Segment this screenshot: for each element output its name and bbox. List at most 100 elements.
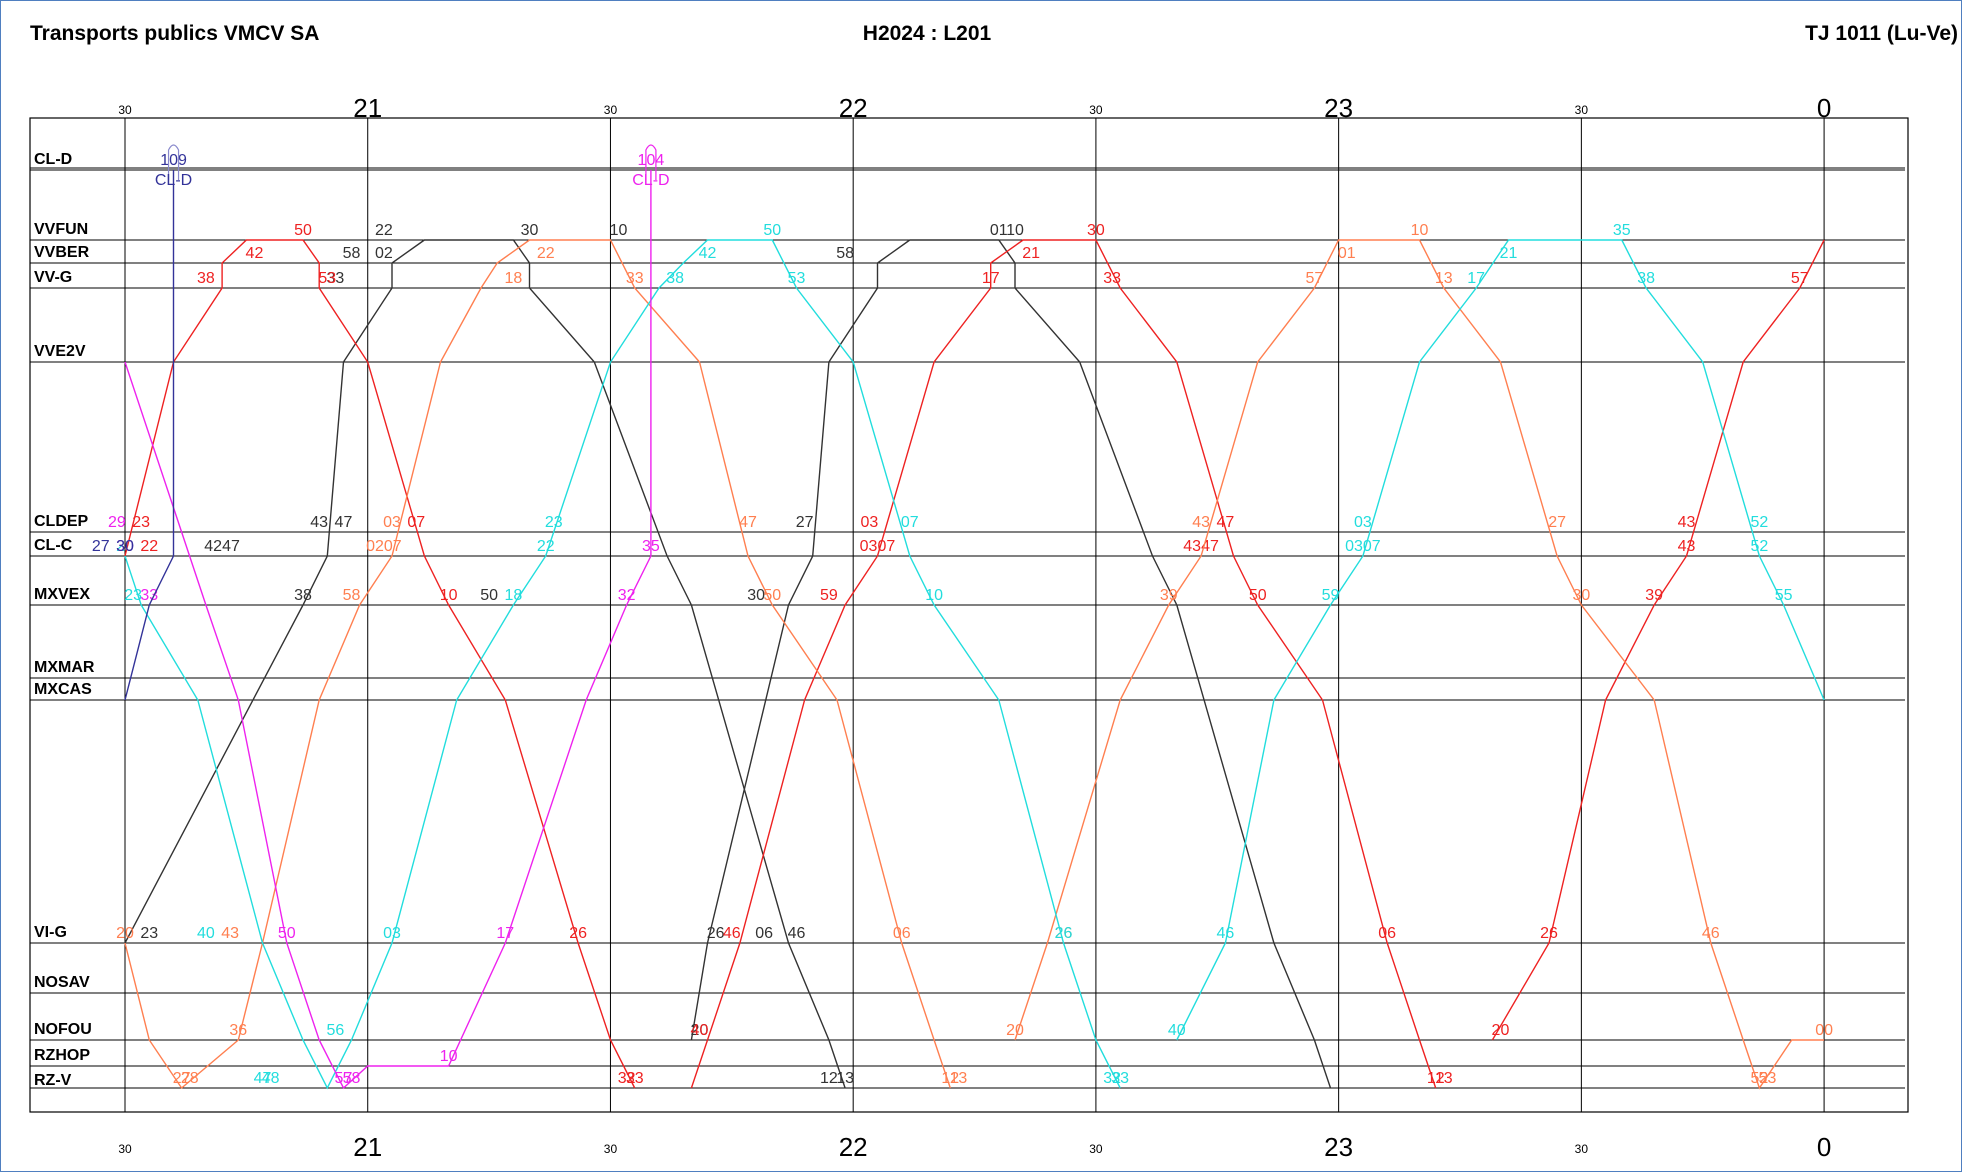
stop-label: MXVEX — [34, 586, 90, 603]
trip-line-black — [124, 239, 846, 1089]
departure-minute-label: 28 — [181, 1070, 199, 1087]
departure-minute-label: 47 — [1216, 514, 1234, 531]
departure-minute-label: 27 — [173, 1070, 191, 1087]
departure-minute-label: 23 — [132, 514, 150, 531]
top-axis-half-hour-label: 30 — [118, 103, 132, 117]
departure-minute-label: 17 — [496, 925, 514, 942]
departure-minute-label: 27 — [796, 514, 814, 531]
departure-minute-label: 55 — [1775, 587, 1793, 604]
departure-minute-label: 27 — [1548, 514, 1566, 531]
departure-minute-label: 48 — [262, 1070, 280, 1087]
top-axis-hour-label: 22 — [839, 93, 868, 123]
departure-minute-label: 07 — [901, 514, 919, 531]
stop-label: MXMAR — [34, 659, 95, 676]
departure-minute-label: 30 — [747, 587, 765, 604]
departure-minute-label: 12 — [941, 1070, 959, 1087]
departure-minute-label: 56 — [326, 1022, 344, 1039]
departure-minute-label: 30 — [1572, 587, 1590, 604]
departure-minute-label: 46 — [788, 925, 806, 942]
departure-minute-label: 52 — [1750, 1070, 1768, 1087]
departure-minute-label: 52 — [1750, 538, 1768, 555]
bottom-axis-half-hour-label: 30 — [1089, 1142, 1103, 1156]
departure-minute-label: 03 — [383, 925, 401, 942]
departure-minute-label: 17 — [1467, 270, 1485, 287]
departure-minute-label: 0307 — [1345, 538, 1381, 555]
departure-minute-label: 52 — [1750, 514, 1768, 531]
departure-minute-label: 30 — [116, 538, 134, 555]
departure-minute-label: 32 — [618, 587, 636, 604]
depot-label: CL-D — [632, 172, 669, 189]
departure-minute-label: 4347 — [1183, 538, 1219, 555]
departure-minute-label: 0207 — [366, 538, 402, 555]
departure-minute-label: 20 — [1006, 1022, 1024, 1039]
departure-minute-label: 13 — [1435, 270, 1453, 287]
departure-minute-label: 46 — [1702, 925, 1720, 942]
depot-label: CL-D — [155, 172, 192, 189]
departure-minute-label: 06 — [1378, 925, 1396, 942]
departure-minute-label: 46 — [1216, 925, 1234, 942]
departure-minute-label: 109 — [160, 152, 187, 169]
departure-minute-label: 13 — [836, 1070, 854, 1087]
trip-line-cyan — [124, 239, 1121, 1090]
departure-minute-label: 50 — [1249, 587, 1267, 604]
departure-minute-label: 53 — [788, 270, 806, 287]
departure-minute-label: 38 — [666, 270, 684, 287]
departure-minute-label: 21 — [1500, 245, 1518, 262]
departure-minute-label: 59 — [820, 587, 838, 604]
departure-minute-label: 23 — [140, 925, 158, 942]
departure-minute-label: 26 — [707, 925, 725, 942]
departure-minute-label: 39 — [1645, 587, 1663, 604]
top-axis-half-hour-label: 30 — [1089, 103, 1103, 117]
departure-minute-label: 22 — [537, 245, 555, 262]
departure-minute-label: 20 — [116, 925, 134, 942]
departure-minute-label: 22 — [537, 538, 555, 555]
departure-minute-label: 42 — [246, 245, 264, 262]
departure-minute-label: 10 — [610, 222, 628, 239]
bottom-axis-half-hour-label: 30 — [118, 1142, 132, 1156]
bottom-axis-hour-label: 22 — [839, 1132, 868, 1162]
departure-minute-label: 0307 — [860, 538, 896, 555]
departure-minute-label: 50 — [480, 587, 498, 604]
departure-minute-label: 30 — [116, 538, 134, 555]
departure-minute-label: 03 — [1354, 514, 1372, 531]
departure-minute-label: 4247 — [204, 538, 240, 555]
departure-minute-label: 26 — [1055, 925, 1073, 942]
departure-minute-label: 03 — [383, 514, 401, 531]
departure-minute-label: 40 — [691, 1022, 709, 1039]
company-name: Transports publics VMCV SA — [30, 22, 320, 45]
departure-minute-label: 10 — [1411, 222, 1429, 239]
departure-minute-label: 47 — [739, 514, 757, 531]
depot-hook — [645, 144, 657, 180]
stop-label: VVFUN — [34, 221, 88, 238]
bottom-axis-hour-label: 23 — [1324, 1132, 1353, 1162]
departure-minute-label: 50 — [763, 587, 781, 604]
top-axis-half-hour-label: 30 — [604, 103, 618, 117]
trip-line-magenta — [124, 170, 652, 1090]
stop-label: MXCAS — [34, 681, 92, 698]
departure-minute-label: 26 — [1540, 925, 1558, 942]
departure-minute-label: 58 — [836, 245, 854, 262]
depot-hook — [167, 144, 180, 180]
bottom-axis-half-hour-label: 30 — [604, 1142, 618, 1156]
stop-label: NOFOU — [34, 1021, 92, 1038]
departure-minute-label: 50 — [763, 222, 781, 239]
departure-minute-label: 58 — [343, 245, 361, 262]
departure-minute-label: 32 — [1103, 1070, 1121, 1087]
departure-minute-label: 39 — [1160, 587, 1178, 604]
departure-minute-label: 32 — [618, 1070, 636, 1087]
departure-minute-label: 35 — [1613, 222, 1631, 239]
departure-minute-label: 35 — [642, 538, 660, 555]
departure-minute-label: 12 — [1427, 1070, 1445, 1087]
departure-minute-label: 20 — [116, 538, 134, 555]
trip-line-red — [690, 239, 1437, 1089]
departure-minute-label: 23 — [124, 587, 142, 604]
departure-minute-label: 02 — [375, 245, 393, 262]
departure-minute-label: 40 — [197, 925, 215, 942]
departure-minute-label: 10 — [1006, 222, 1024, 239]
departure-minute-label: 40 — [1168, 1022, 1186, 1039]
schedule-code: TJ 1011 (Lu-Ve) — [1805, 22, 1958, 45]
departure-minute-label: 36 — [229, 1022, 247, 1039]
stop-label: RZHOP — [34, 1047, 90, 1064]
departure-minute-label: 38 — [1637, 270, 1655, 287]
